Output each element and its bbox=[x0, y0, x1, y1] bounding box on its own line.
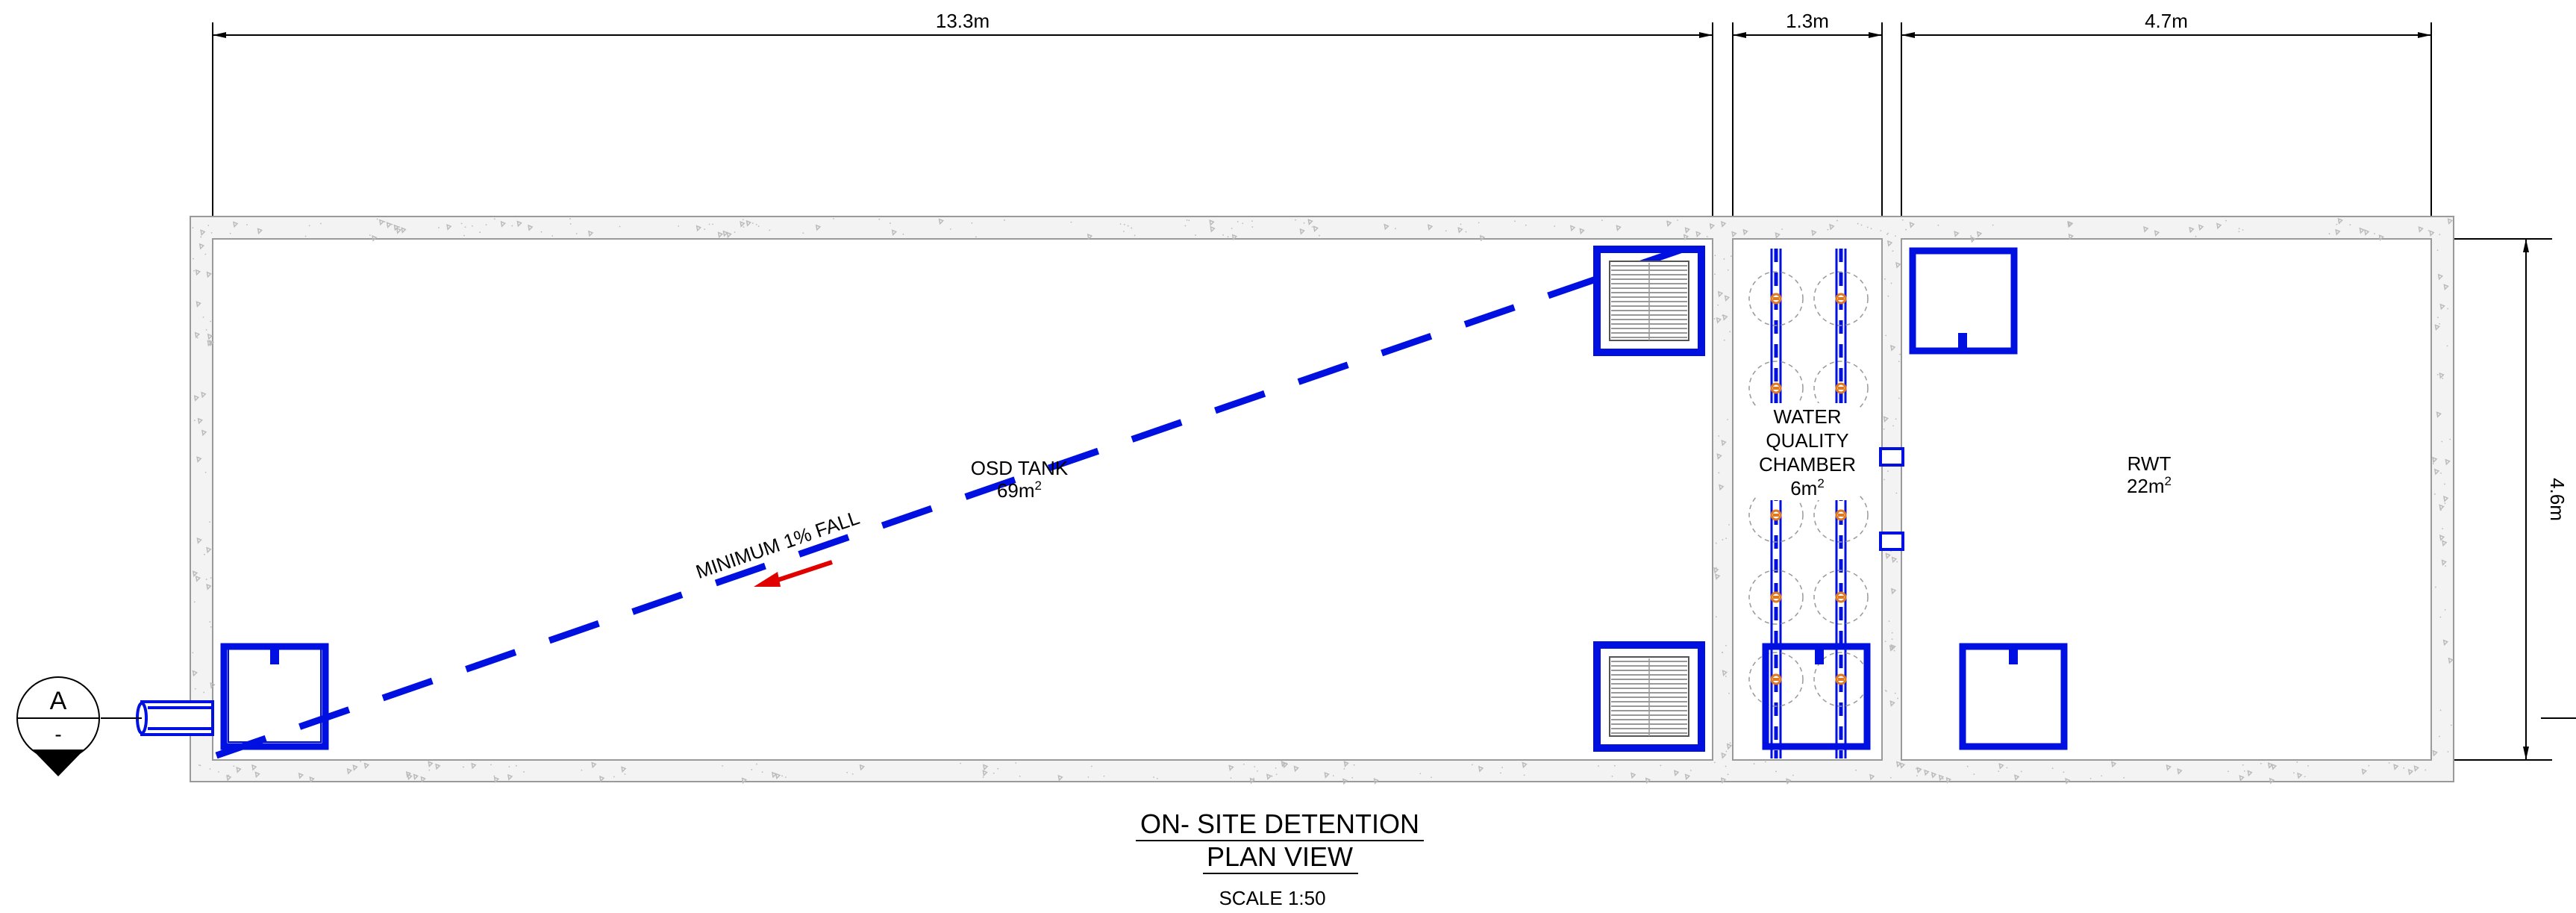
right-dimension-ticks bbox=[2523, 239, 2529, 760]
wqc-label-line1: WATER bbox=[1774, 405, 1842, 428]
top-dimension-lines bbox=[212, 22, 2432, 228]
osd-tank-name: OSD TANK bbox=[971, 457, 1069, 479]
right-dimension-lines bbox=[2440, 238, 2576, 761]
osd-tank-area: 69m2 bbox=[997, 479, 1042, 502]
fall-direction-arrow bbox=[754, 560, 833, 587]
concrete-speckle-texture bbox=[192, 217, 2454, 785]
rwt-pit-top bbox=[1909, 247, 2018, 355]
section-marker-a bbox=[16, 676, 142, 776]
section-marker-letter: A bbox=[50, 687, 67, 715]
concrete-walls bbox=[190, 216, 2454, 782]
rwt-name: RWT bbox=[2128, 452, 2172, 475]
wqc-pipe-dash bbox=[1774, 249, 1843, 758]
drawing-scale: SCALE 1:50 bbox=[1219, 887, 1325, 909]
section-marker-sheet: - bbox=[54, 723, 61, 746]
wqc-filter-cartridges bbox=[1748, 271, 1869, 707]
osd-grate-pit-bottom bbox=[1593, 641, 1705, 752]
wqc-label-backdrop bbox=[1757, 403, 1858, 500]
wqc-area: 6m2 bbox=[1790, 476, 1825, 499]
rwt-area: 22m2 bbox=[2127, 474, 2172, 497]
height-dimension: 4.6m bbox=[2546, 478, 2569, 521]
wall-hatching-area bbox=[191, 217, 2453, 781]
rwt-width-dimension: 4.7m bbox=[2145, 10, 2188, 32]
wqc-filter-pipes bbox=[1770, 249, 1847, 758]
wqc-label-line2: QUALITY bbox=[1766, 429, 1848, 452]
wqc-rwt-weir-openings bbox=[1879, 447, 1904, 551]
drawing-title-line2: PLAN VIEW bbox=[1207, 841, 1353, 872]
osd-outlet-pit bbox=[220, 643, 329, 750]
dimension-arrow-ticks bbox=[213, 32, 2431, 38]
osd-grate-pit-top bbox=[1593, 246, 1705, 356]
inner-wall-outlines bbox=[212, 238, 2432, 761]
wqc-pit bbox=[1762, 643, 1871, 750]
wqc-width-dimension: 1.3m bbox=[1786, 10, 1829, 32]
rwt-pit-bottom bbox=[1959, 643, 2068, 750]
outlet-pipe bbox=[136, 700, 214, 736]
osd-width-dimension: 13.3m bbox=[936, 10, 990, 32]
drawing-title-line1: ON- SITE DETENTION bbox=[1140, 808, 1419, 839]
wqc-label-line3: CHAMBER bbox=[1759, 453, 1856, 476]
